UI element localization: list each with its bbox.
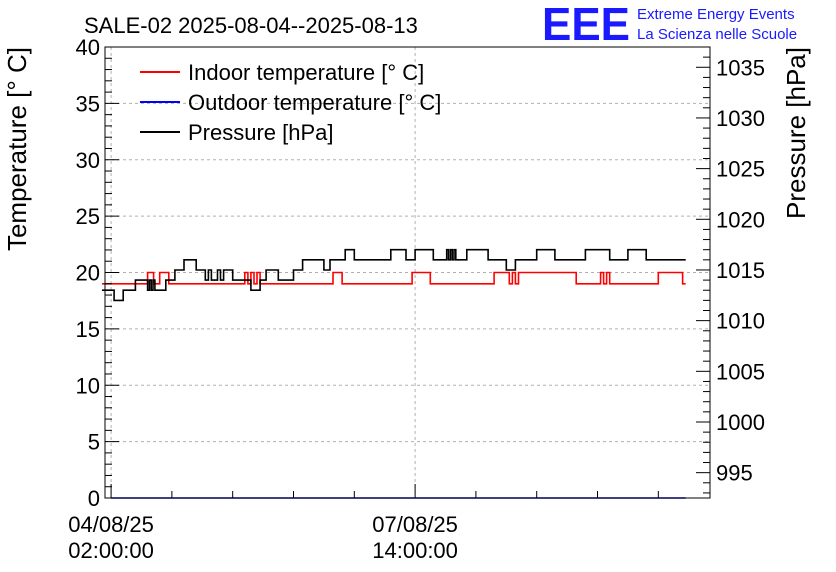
y2-axis-title: Pressure [hPa] bbox=[781, 47, 811, 219]
y2-tick-label: 1035 bbox=[716, 55, 765, 80]
legend: Indoor temperature [° C] Outdoor tempera… bbox=[140, 60, 441, 145]
y2-tick-label: 1000 bbox=[716, 410, 765, 435]
series-line-0 bbox=[102, 271, 686, 285]
y2-tick-label: 1020 bbox=[716, 207, 765, 232]
y-tick-label: 40 bbox=[76, 35, 100, 60]
y-tick-label: 15 bbox=[76, 317, 100, 342]
eee-logo: EEE Extreme Energy Events La Scienza nel… bbox=[542, 0, 797, 50]
y-tick-label: 10 bbox=[76, 373, 100, 398]
logo-mark: EEE bbox=[542, 0, 630, 50]
y-tick-label: 0 bbox=[88, 486, 100, 511]
y2-tick-label: 1030 bbox=[716, 106, 765, 131]
series-line-2 bbox=[102, 248, 686, 302]
chart-title: SALE-02 2025-08-04--2025-08-13 bbox=[84, 13, 418, 38]
x-tick-label: 14:00:00 bbox=[372, 538, 458, 563]
y-tick-label: 30 bbox=[76, 148, 100, 173]
x-tick-label: 07/08/25 bbox=[372, 512, 458, 537]
y-axis-title: Temperature [° C] bbox=[2, 47, 32, 251]
y-tick-label: 25 bbox=[76, 204, 100, 229]
y2-tick-label: 1025 bbox=[716, 157, 765, 182]
legend-label-outdoor: Outdoor temperature [° C] bbox=[188, 90, 441, 115]
y2-tick-label: 995 bbox=[716, 461, 753, 486]
y-tick-label: 20 bbox=[76, 261, 100, 286]
x-tick-label: 04/08/25 bbox=[68, 512, 154, 537]
series-layer bbox=[102, 248, 686, 499]
y-tick-label: 5 bbox=[88, 430, 100, 455]
ticks: 0510152025303540995100010051010101510201… bbox=[68, 35, 765, 563]
legend-label-pressure: Pressure [hPa] bbox=[188, 120, 334, 145]
logo-line2: La Scienza nelle Scuole bbox=[637, 26, 797, 43]
y2-tick-label: 1005 bbox=[716, 359, 765, 384]
y-tick-label: 35 bbox=[76, 91, 100, 116]
logo-line1: Extreme Energy Events bbox=[637, 6, 795, 23]
y2-tick-label: 1015 bbox=[716, 258, 765, 283]
legend-label-indoor: Indoor temperature [° C] bbox=[188, 60, 424, 85]
x-tick-label: 02:00:00 bbox=[68, 538, 154, 563]
y2-tick-label: 1010 bbox=[716, 309, 765, 334]
